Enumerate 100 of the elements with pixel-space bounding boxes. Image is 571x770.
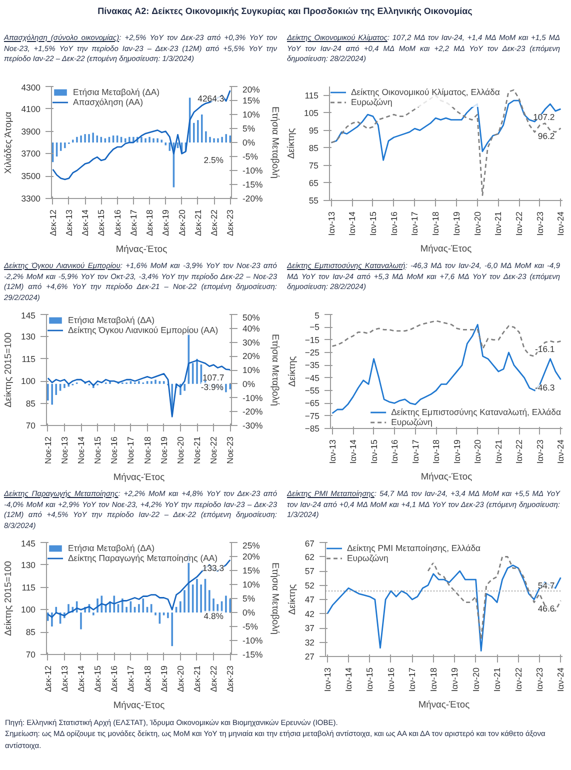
annotation: 4.8%	[204, 610, 224, 621]
y-tick-label: −35	[304, 360, 320, 370]
x-tick-label: Δεκ-15	[96, 209, 106, 236]
x-tick-label: Ιαν-24	[556, 439, 566, 464]
y-tick-label: 130	[21, 332, 36, 342]
x-tick-label: Ιαν-14	[348, 439, 358, 464]
x-tick-label: Δεκ-13	[64, 209, 74, 236]
text: Πίνακας A2: Δείκτες Οικονομικής Συγκυρίας και Προσδοκιών της Ελληνικής Οικονομίας	[98, 6, 472, 16]
y-tick-label: −85	[304, 424, 320, 434]
y-axis-title: Δείκτης	[286, 356, 297, 387]
legend-label: Ετήσια Μεταβολή (ΔΑ)	[73, 87, 160, 97]
x-tick-label: Δεκ-16	[109, 665, 120, 692]
x-tick-label: Δεκ-13	[59, 665, 70, 692]
y-tick-label: 115	[304, 90, 319, 100]
y-tick-label: −5	[310, 322, 320, 332]
x-tick-label: Δεκ-18	[142, 665, 152, 692]
x-tick-label: Δεκ-19	[158, 665, 169, 692]
y2-tick-label: -30%	[242, 420, 264, 430]
y-tick-label: 3500	[21, 171, 41, 182]
legend-label: Ευρωζώνη	[391, 417, 432, 427]
x-tick-label: Ιαν-21	[493, 439, 504, 464]
x-tick-label: Δεκ-15	[92, 665, 103, 692]
x-tick-label: Δεκ-21	[192, 209, 203, 236]
y-tick-label: 57	[304, 566, 315, 576]
x-tick-label: Δεκ-17	[126, 665, 136, 692]
x-tick-label: Ιαν-22	[514, 211, 524, 236]
annotation: -3.9%	[200, 382, 224, 392]
x-tick-label: Νοε-23	[225, 436, 236, 464]
y-tick-label: 115	[22, 354, 36, 364]
y-tick-label: 4100	[21, 104, 41, 114]
x-tick-label: Ιαν-15	[368, 211, 378, 236]
y-tick-label: 115	[22, 582, 36, 592]
y-axis-title: Χιλιάδες Άτομα	[3, 111, 14, 174]
y-axis-title: Δείκτης 2015=100	[3, 561, 14, 636]
y-tick-label: 100	[21, 604, 36, 615]
legend-label: Ετήσια Μεταβολή (ΔΑ)	[68, 315, 155, 325]
x-tick-label: Νοε-12	[42, 436, 53, 464]
x-axis-title: Μήνας-Έτος	[420, 244, 472, 254]
x-tick-label: Νοε-19	[158, 436, 169, 464]
x-tick-label: Δεκ-22	[208, 665, 219, 692]
y-axis-title: Δείκτης	[286, 584, 297, 615]
y2-tick-label: 30%	[242, 337, 260, 348]
x-tick-label: Ιαν-15	[368, 439, 379, 464]
x-tick-label: Ιαν-18	[428, 667, 438, 692]
annotation: 46.6	[538, 604, 555, 614]
x-tick-label: Δεκ-14	[80, 209, 90, 236]
x-tick-label: Ιαν-19	[452, 439, 462, 464]
x-tick-label: Δεκ-20	[175, 665, 186, 692]
y-tick-label: 62	[304, 552, 315, 562]
x-tick-label: Ιαν-20	[472, 439, 483, 464]
x-tick-label: Δεκ-14	[76, 665, 86, 692]
x-tick-label: Δεκ-23	[225, 665, 236, 692]
legend-label: Δείκτης Εμπιστοσύνης Καταναλωτή, Ελλάδα	[391, 407, 561, 417]
x-tick-label: Ιαν-13	[327, 439, 338, 464]
y-axis-title: Δείκτης	[286, 128, 296, 159]
y2-tick-label: 40%	[242, 323, 260, 334]
y-tick-label: 105	[304, 108, 319, 118]
y2-tick-label: 15%	[242, 566, 260, 576]
y-tick-label: −55	[304, 386, 320, 396]
y-tick-label: −45	[304, 372, 320, 383]
x-tick-label: Ιαν-17	[410, 211, 420, 236]
x-tick-label: Δεκ-19	[160, 209, 171, 236]
y-tick-label: 3300	[21, 194, 41, 204]
y-tick-label: 37	[304, 623, 315, 633]
y2-tick-label: -15%	[242, 650, 264, 660]
y2-tick-label: 25%	[242, 540, 260, 550]
x-axis-title: Μήνας-Έτος	[116, 244, 168, 254]
y2-tick-label: 5%	[242, 594, 256, 604]
x-tick-label: Νοε-17	[126, 436, 136, 464]
annotation: 133.3	[202, 562, 224, 573]
y2-tick-label: -10%	[242, 392, 264, 403]
x-tick-label: Δεκ-18	[144, 209, 155, 236]
x-tick-label: Ιαν-16	[388, 211, 399, 236]
x-tick-label: Ιαν-22	[513, 667, 524, 692]
x-tick-label: Ιαν-18	[431, 439, 442, 464]
x-tick-label: Δεκ-22	[209, 209, 220, 236]
y2-tick-label: 0%	[242, 378, 256, 389]
y2-tick-label: -5%	[242, 152, 258, 162]
y2-tick-label: -20%	[242, 406, 264, 417]
y2-tick-label: -5%	[242, 622, 258, 632]
y-tick-label: 4300	[21, 82, 41, 92]
y-tick-label: 85	[26, 627, 36, 638]
legend-label: Δείκτης Οικονομικού Κλίματος, Ελλάδα	[351, 87, 500, 97]
y2-tick-label: 10%	[242, 110, 260, 120]
y-tick-label: 52	[304, 580, 315, 590]
y2-axis-title: Ετήσια Μεταβολή	[270, 106, 281, 179]
x-tick-label: Νοε-15	[92, 436, 103, 464]
x-tick-label: Ιαν-14	[344, 667, 354, 692]
x-tick-label: Δεκ-17	[128, 209, 138, 236]
x-tick-label: Ιαν-19	[451, 211, 462, 236]
annotation: 107.2	[533, 112, 555, 122]
y-tick-label: 75	[308, 160, 319, 170]
x-tick-label: Δεκ-21	[192, 665, 202, 692]
annotation: 2.5%	[204, 154, 224, 165]
x-tick-label: Ιαν-24	[556, 667, 566, 692]
y-tick-label: 85	[26, 398, 36, 408]
x-tick-label: Ιαν-18	[430, 211, 441, 236]
y2-tick-label: 20%	[242, 351, 260, 362]
legend-label: Ετήσια Μεταβολή (ΔΑ)	[68, 543, 155, 553]
x-tick-label: Νοε-18	[142, 436, 152, 464]
